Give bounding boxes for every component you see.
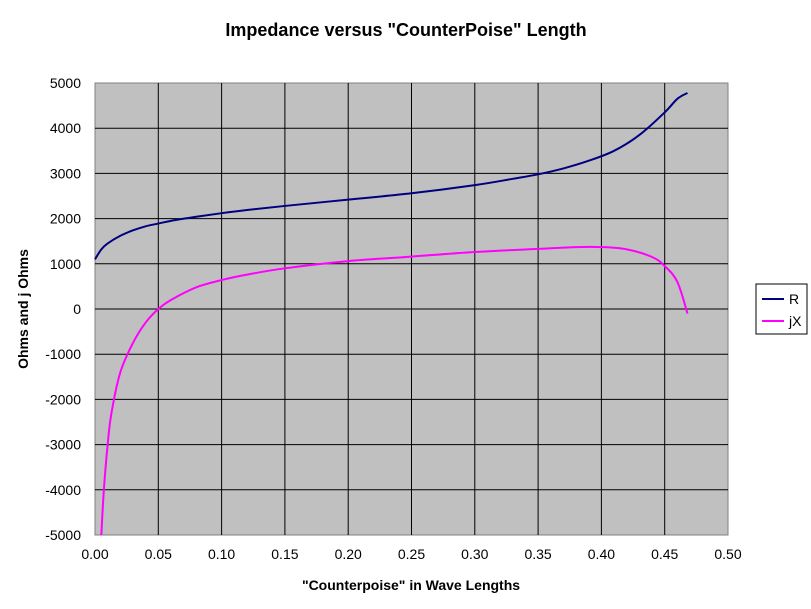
x-tick-label: 0.40 — [588, 546, 615, 562]
legend-label-jx: jX — [788, 313, 802, 329]
y-tick-label: 3000 — [50, 165, 81, 181]
grid-lines — [95, 83, 728, 535]
series-line-r — [94, 92, 688, 260]
x-tick-labels: 0.00 0.05 0.10 0.15 0.20 0.25 0.30 0.35 0.40 0.45… — [81, 546, 741, 562]
x-tick-label: 0.05 — [145, 546, 172, 562]
y-tick-label: 1000 — [50, 256, 81, 272]
x-tick-label: 0.15 — [271, 546, 298, 562]
legend-box — [755, 283, 808, 335]
y-tick-label: -2000 — [45, 391, 81, 407]
y-tick-label: -4000 — [45, 482, 81, 498]
chart-title: Impedance versus "CounterPoise" Length — [225, 20, 586, 40]
x-tick-label: 0.45 — [651, 546, 678, 562]
y-tick-labels: 5000 4000 3000 2000 1000 0 -1000 -2000 -3000 -400… — [45, 75, 81, 543]
series-line-jx — [100, 245, 689, 536]
y-tick-label: -3000 — [45, 437, 81, 453]
y-tick-label: 5000 — [50, 75, 81, 91]
x-tick-label: 0.10 — [208, 546, 235, 562]
x-axis-label: "Counterpoise" in Wave Lengths — [302, 577, 520, 593]
x-tick-label: 0.50 — [714, 546, 741, 562]
series-lines — [94, 92, 689, 536]
y-tick-label: 0 — [73, 301, 81, 317]
x-tick-label: 0.25 — [398, 546, 425, 562]
y-tick-label: 4000 — [50, 120, 81, 136]
y-axis-label: Ohms and j Ohms — [15, 249, 31, 369]
legend-label-r: R — [789, 291, 799, 307]
y-tick-label: -5000 — [45, 527, 81, 543]
y-tick-label: 2000 — [50, 211, 81, 227]
x-tick-label: 0.00 — [81, 546, 108, 562]
legend: R jX — [755, 283, 808, 335]
x-tick-label: 0.35 — [524, 546, 551, 562]
x-tick-label: 0.30 — [461, 546, 488, 562]
y-tick-label: -1000 — [45, 346, 81, 362]
x-tick-label: 0.20 — [335, 546, 362, 562]
